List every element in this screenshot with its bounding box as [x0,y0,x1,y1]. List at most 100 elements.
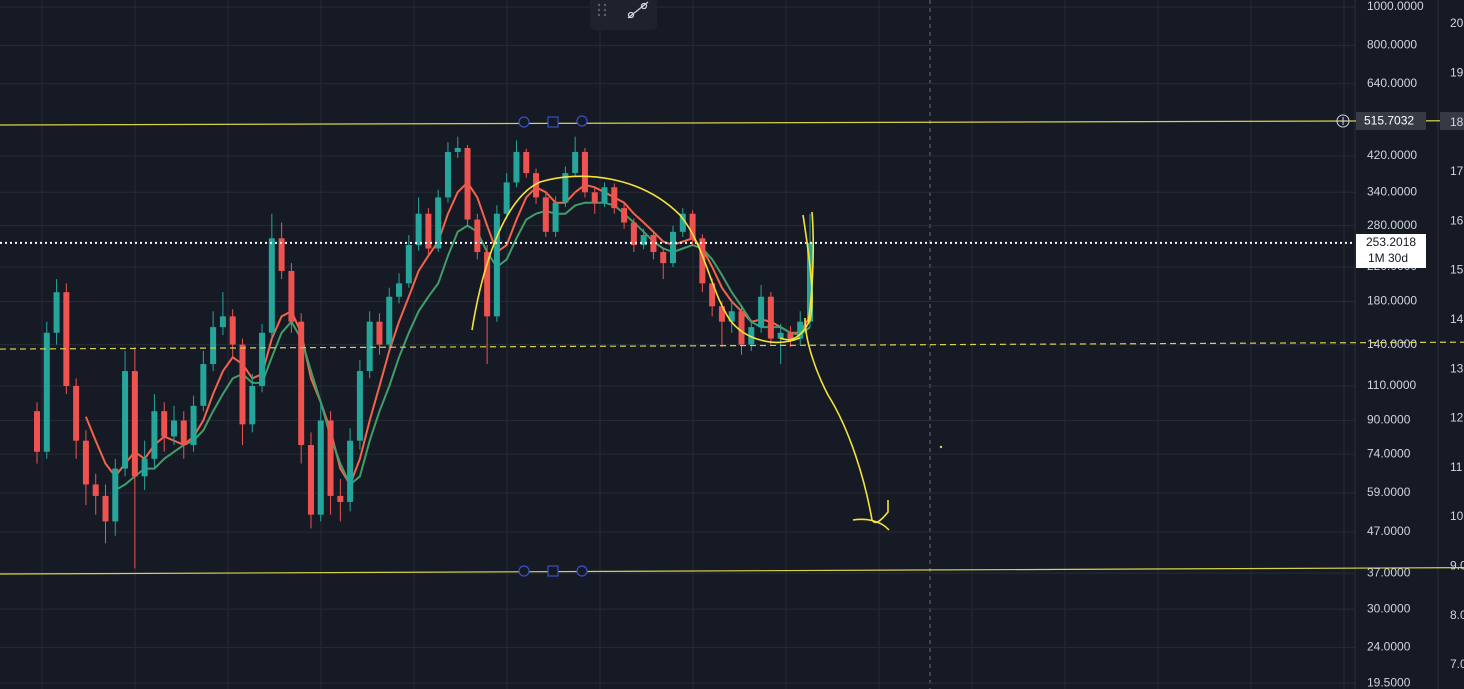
candle-body [425,213,432,249]
add-icon[interactable] [1336,114,1350,128]
right-axis-label: 9.0 [1450,558,1464,572]
handle[interactable] [518,565,530,577]
resistance-price-label: 515.7032 [1336,112,1426,130]
y-tick-label: 19.5000 [1367,675,1411,689]
candle-body [73,386,80,441]
right-axis: 20 19 18 17 16 15 14 13 12 11 10 9.0 8.0 7.0 [1450,16,1464,671]
candle-body [513,151,520,183]
candle-body [640,235,647,246]
candle-body [748,327,755,345]
handles [518,115,588,577]
candle-body [278,238,285,271]
candle-body [327,420,334,496]
price-label-bg [1356,234,1426,268]
current-price-label: 253.2018 1M 30d [1356,234,1426,268]
y-tick-label: 90.0000 [1367,413,1411,427]
candle-body [239,344,246,425]
candle-body [396,283,403,297]
drag-handle[interactable] [597,3,607,17]
candle-body [102,495,109,522]
add-icon [1339,117,1347,125]
candle-body [259,332,266,387]
candle-body [699,238,706,284]
candle-body [777,332,784,339]
bowl-drawing [807,211,815,323]
y-tick-label: 640.0000 [1367,76,1417,90]
candle-body [523,151,530,174]
candle-body [249,386,256,425]
right-axis-label: 17 [1450,164,1464,178]
candle-body [307,445,314,515]
right-label-bg [1440,112,1464,130]
toolbar[interactable] [590,0,657,30]
y-tick-label: 800.0000 [1367,37,1417,51]
candle-body [122,371,129,469]
candle-body [621,208,628,223]
candle-body [474,219,481,253]
price-label: 515.7032 [1364,114,1414,128]
candle-body [435,197,442,249]
candle-body [787,332,794,339]
candle-body [503,182,510,214]
y-tick-label: 340.0000 [1367,184,1417,198]
candle-body [415,213,422,246]
candle-body [82,440,89,485]
candle-body [210,327,217,365]
candle-body [298,321,305,446]
level-line [0,341,1464,350]
candle-body [190,405,197,446]
candle-body [670,231,677,264]
candle-body [405,245,412,284]
y-tick-label: 420.0000 [1367,148,1417,162]
right-axis-label: 14 [1450,312,1464,326]
right-axis-label: 11 [1450,460,1463,474]
candle-body [200,364,207,406]
candle-body [43,332,50,452]
candle-body [229,316,236,345]
right-axis-label: 12 [1450,411,1464,425]
right-axis-label: 18 [1450,115,1464,129]
right-axis-label: 16 [1450,213,1464,227]
candle-body [92,484,99,496]
freehand-drawings [471,175,890,531]
candle-body [170,420,177,437]
candle-body [767,296,774,339]
candle-body [591,192,598,203]
plot [0,6,1464,684]
level-line [0,120,1464,126]
handle[interactable] [576,115,588,127]
interval-label: 1M 30d [1368,251,1408,265]
price-label: 253.2018 [1366,235,1416,249]
right-axis-label: 15 [1450,263,1464,277]
candle-body [601,187,608,203]
candle-body [366,321,373,372]
y-tick-label: 59.0000 [1367,485,1411,499]
candle-body [444,151,451,198]
candle-body [728,311,735,322]
candle-body [454,147,461,152]
candle-body [219,316,226,328]
y-tick-label: 140.0000 [1367,337,1417,351]
handle[interactable] [547,565,559,577]
y-tick-label: 37.0000 [1367,565,1411,579]
y-tick-label: 1000.0000 [1367,0,1424,13]
arrow-drawing [804,317,890,531]
handle[interactable] [518,116,530,128]
handle[interactable] [547,116,559,128]
candle-body [53,292,60,333]
trendline-tool[interactable] [627,1,649,19]
candle-body [386,296,393,345]
candle-body [738,311,745,345]
candle-body [337,495,344,502]
candle-body [718,306,725,322]
candle-body [112,468,119,522]
handle[interactable] [576,565,588,577]
candle-body [542,197,549,232]
bowl-drawing [779,214,813,341]
candle-body [807,242,813,322]
candle-body [141,458,148,477]
y-tick-label: 74.0000 [1367,446,1411,460]
candle-body [317,420,324,515]
candle-body [552,202,559,232]
moving-average [84,180,811,487]
